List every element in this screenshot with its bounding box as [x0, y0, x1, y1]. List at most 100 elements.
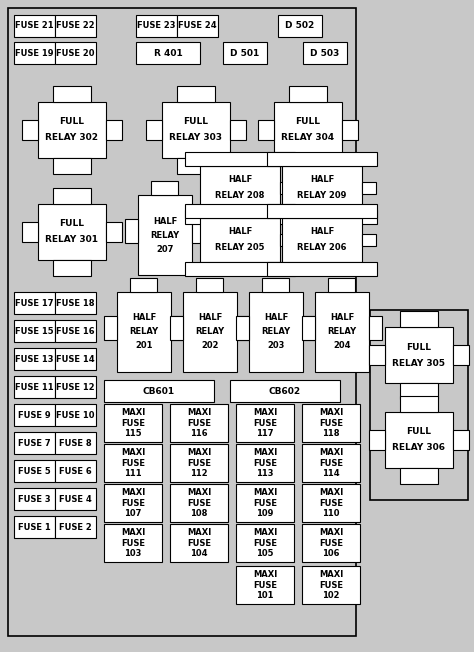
Text: FUSE: FUSE [253, 499, 277, 507]
Bar [223, 42, 267, 64]
Bar [200, 218, 280, 262]
Text: 103: 103 [124, 549, 142, 558]
Text: RELAY: RELAY [328, 327, 356, 336]
Bar [170, 316, 183, 340]
Text: 104: 104 [190, 549, 208, 558]
Bar [55, 516, 96, 538]
Bar [370, 310, 468, 500]
Bar [185, 210, 295, 224]
Text: FUSE 24: FUSE 24 [178, 22, 217, 31]
Bar [289, 86, 327, 102]
Text: D 502: D 502 [285, 22, 315, 31]
Text: FUSE: FUSE [319, 499, 343, 507]
Bar [302, 524, 360, 562]
Text: RELAY 303: RELAY 303 [170, 134, 222, 143]
Bar [125, 219, 138, 243]
Text: FUSE: FUSE [187, 419, 211, 428]
Text: MAXI: MAXI [319, 570, 343, 579]
Bar [267, 204, 377, 218]
Bar [106, 120, 122, 140]
Text: RELAY: RELAY [195, 327, 225, 336]
Text: 105: 105 [256, 549, 274, 558]
Text: MAXI: MAXI [319, 528, 343, 537]
Text: CB602: CB602 [269, 387, 301, 396]
Text: FUSE 23: FUSE 23 [137, 22, 176, 31]
Bar [267, 152, 377, 166]
Text: D 503: D 503 [310, 48, 340, 57]
Bar [170, 524, 228, 562]
Text: FUSE 15: FUSE 15 [15, 327, 54, 336]
Bar [136, 15, 177, 37]
Bar [55, 292, 96, 314]
Text: RELAY 301: RELAY 301 [46, 235, 99, 244]
Bar [315, 292, 369, 372]
Text: MAXI: MAXI [319, 488, 343, 497]
Bar [328, 278, 356, 292]
Text: 113: 113 [256, 469, 274, 478]
Bar [303, 42, 347, 64]
Text: 115: 115 [124, 429, 142, 438]
Text: FUSE 3: FUSE 3 [18, 494, 51, 503]
Text: FUSE 11: FUSE 11 [15, 383, 54, 391]
Bar [282, 218, 362, 262]
Bar [362, 182, 376, 194]
Bar [14, 432, 55, 454]
Text: FUSE: FUSE [121, 419, 145, 428]
Bar [236, 566, 294, 604]
Bar [53, 260, 91, 276]
Bar [302, 444, 360, 482]
Text: FUSE 17: FUSE 17 [15, 299, 54, 308]
Text: RELAY: RELAY [129, 327, 159, 336]
Text: 202: 202 [201, 342, 219, 351]
Bar [280, 234, 294, 246]
Text: 116: 116 [190, 429, 208, 438]
Text: CB601: CB601 [143, 387, 175, 396]
Text: MAXI: MAXI [253, 528, 277, 537]
Text: MAXI: MAXI [187, 488, 211, 497]
Bar [104, 444, 162, 482]
Bar [249, 292, 303, 372]
Text: FUSE: FUSE [121, 499, 145, 507]
Bar [274, 102, 342, 158]
Bar [53, 86, 91, 102]
Text: 109: 109 [256, 509, 273, 518]
Bar [185, 262, 295, 276]
Text: FUSE 16: FUSE 16 [56, 327, 95, 336]
Bar [362, 234, 376, 246]
Text: RELAY 302: RELAY 302 [46, 134, 99, 143]
Text: FUSE: FUSE [319, 539, 343, 548]
Bar [401, 396, 438, 412]
Text: MAXI: MAXI [253, 408, 277, 417]
Bar [453, 345, 469, 365]
Bar [170, 444, 228, 482]
Bar [22, 120, 38, 140]
Text: 106: 106 [322, 549, 340, 558]
Bar [369, 316, 382, 340]
Text: MAXI: MAXI [121, 408, 145, 417]
Bar [104, 380, 214, 402]
Text: FUSE: FUSE [121, 458, 145, 467]
Text: HALF: HALF [264, 314, 288, 323]
Bar [138, 195, 192, 275]
Bar [258, 120, 274, 140]
Text: FUSE: FUSE [319, 580, 343, 589]
Bar [177, 15, 218, 37]
Bar [117, 292, 171, 372]
Text: FUSE 2: FUSE 2 [59, 522, 92, 531]
Bar [282, 166, 362, 210]
Text: HALF: HALF [310, 175, 334, 185]
Text: FUSE 10: FUSE 10 [56, 411, 95, 419]
Text: MAXI: MAXI [253, 570, 277, 579]
Bar [303, 316, 316, 340]
Bar [385, 412, 453, 468]
Text: 107: 107 [124, 509, 142, 518]
Text: MAXI: MAXI [187, 448, 211, 457]
Bar [53, 158, 91, 174]
Bar [278, 15, 322, 37]
Text: 101: 101 [256, 591, 274, 600]
Bar [22, 222, 38, 242]
Text: 118: 118 [322, 429, 340, 438]
Text: 108: 108 [191, 509, 208, 518]
Bar [14, 320, 55, 342]
Bar [385, 327, 453, 383]
